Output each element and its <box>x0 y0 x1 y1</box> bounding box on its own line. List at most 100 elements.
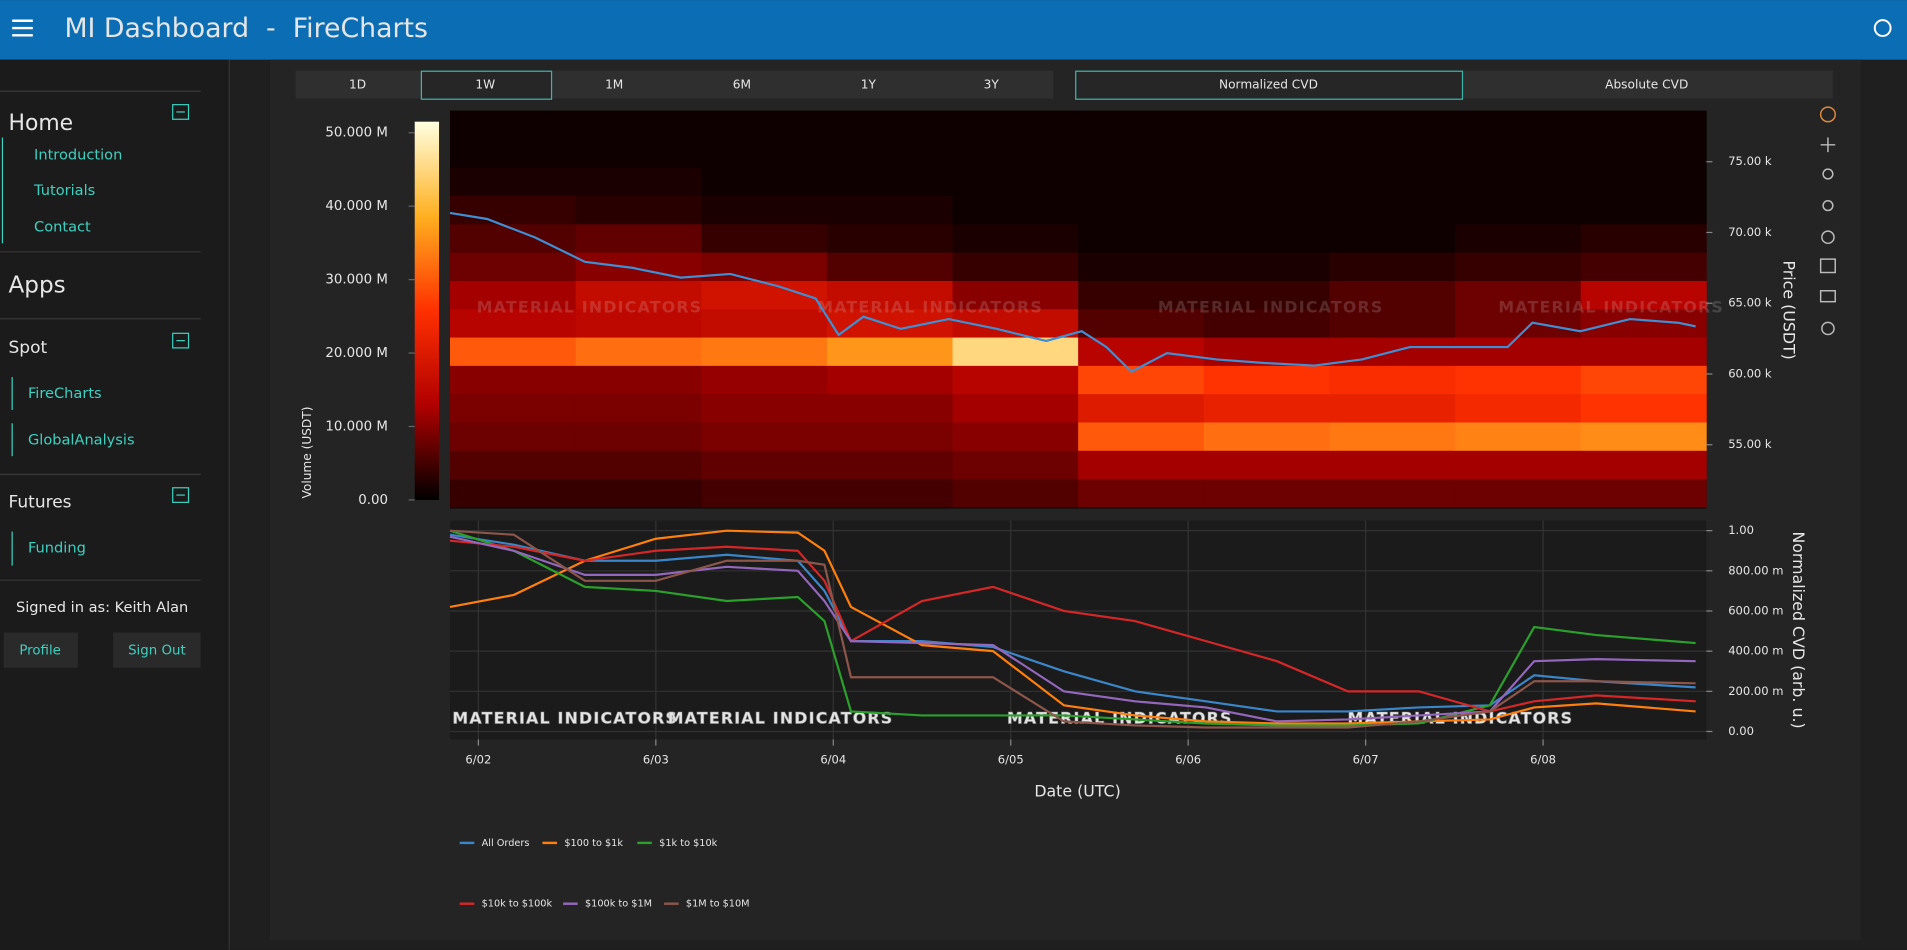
heatmap-cell <box>1580 195 1707 225</box>
timeframe-button[interactable]: 1Y <box>861 78 877 92</box>
heatmap-cell <box>1455 365 1582 395</box>
heatmap-cell <box>701 365 828 395</box>
heatmap-cell <box>1455 422 1582 451</box>
nav-link[interactable]: Tutorials <box>33 182 95 199</box>
logo-icon[interactable] <box>1819 106 1836 123</box>
heatmap-cell <box>1078 450 1205 480</box>
heatmap-cell <box>826 110 953 140</box>
heatmap-cell <box>1580 393 1707 423</box>
legend-label: $1M to $10M <box>686 899 750 910</box>
heatmap-cell <box>826 195 953 225</box>
heatmap-cell <box>952 139 1079 168</box>
status-icon[interactable] <box>1873 19 1892 37</box>
heatmap-cell <box>1078 393 1205 423</box>
heatmap-cell <box>952 110 1079 140</box>
heatmap-cell <box>1580 365 1707 395</box>
nav-link[interactable]: Contact <box>34 219 91 236</box>
cvd-line <box>449 529 1696 729</box>
timeframe-button[interactable]: 3Y <box>984 78 1000 92</box>
save-icon[interactable] <box>1819 258 1836 274</box>
nav-link[interactable]: Funding <box>28 540 86 557</box>
legend-item[interactable]: $100k to $1M <box>563 899 652 910</box>
heatmap-cell <box>449 450 576 480</box>
colorbar-tick-label: 50.000 M <box>325 126 388 141</box>
heatmap-cell <box>575 337 702 366</box>
heatmap-cell <box>1329 223 1456 253</box>
zoom-tool-icon[interactable] <box>1822 200 1834 212</box>
price-line <box>449 211 1696 373</box>
header-bar <box>0 0 1907 60</box>
mode-button[interactable]: Absolute CVD <box>1605 78 1688 92</box>
heatmap-cell <box>1455 223 1582 253</box>
heatmap-cell <box>449 280 576 310</box>
timeframe-button[interactable]: 1W <box>475 78 495 92</box>
collapse-button[interactable] <box>172 104 190 120</box>
heatmap-cell <box>1455 450 1582 480</box>
mode-bar <box>1463 70 1833 99</box>
heatmap-cell <box>1078 167 1205 197</box>
nav-link[interactable]: FireCharts <box>28 385 102 402</box>
heatmap-cell <box>826 422 953 451</box>
heatmap-cell <box>1455 393 1582 423</box>
reset-icon[interactable] <box>1821 230 1835 245</box>
legend-item[interactable]: $100 to $1k <box>542 838 623 849</box>
legend-item[interactable]: All Orders <box>459 838 530 849</box>
sidebar <box>0 59 229 950</box>
heatmap-cell <box>826 478 953 508</box>
nav-link[interactable]: GlobalAnalysis <box>28 431 135 448</box>
collapse-button[interactable] <box>172 332 190 349</box>
y-tick-label: 70.00 k <box>1728 225 1772 239</box>
heatmap-cell <box>826 223 953 253</box>
heatmap-cell <box>449 422 576 451</box>
legend-item[interactable]: $1k to $10k <box>637 838 718 849</box>
heatmap-cell <box>1329 167 1456 197</box>
heatmap-cell <box>1455 308 1582 338</box>
heatmap-cell <box>449 337 576 366</box>
timeframe-bar <box>295 70 1054 99</box>
button-label[interactable]: Profile <box>19 644 61 659</box>
heatmap-cell <box>1329 139 1456 168</box>
nav-link[interactable]: Introduction <box>34 147 122 164</box>
heatmap-cell <box>575 139 702 168</box>
heatmap-cell <box>1329 308 1456 338</box>
heatmap-cell <box>826 365 953 395</box>
heatmap-cell <box>701 422 828 451</box>
heatmap-cell <box>1580 110 1707 140</box>
watermark: MATERIAL INDICATORS <box>1498 297 1724 316</box>
timeframe-button[interactable]: 6M <box>733 78 751 92</box>
collapse-button[interactable] <box>172 487 190 503</box>
heatmap-cell <box>952 195 1079 225</box>
heatmap-cell <box>1203 167 1330 197</box>
heatmap-cell <box>701 450 828 480</box>
heatmap-cell <box>952 223 1079 253</box>
button-label[interactable]: Sign Out <box>128 644 186 659</box>
hover-icon[interactable] <box>1819 290 1836 303</box>
crosshair-icon[interactable] <box>1821 321 1835 336</box>
heatmap-cell <box>575 365 702 395</box>
watermark: MATERIAL INDICATORS <box>668 708 894 727</box>
heatmap-cell <box>1203 365 1330 395</box>
menu-button[interactable] <box>12 19 33 37</box>
heatmap-cell <box>1329 195 1456 225</box>
legend-label: $100 to $1k <box>564 838 623 849</box>
cvd-line <box>449 533 1696 713</box>
timeframe-button[interactable]: 1D <box>349 78 366 92</box>
legend-item[interactable]: $10k to $100k <box>459 899 553 910</box>
profile-button[interactable] <box>3 632 78 668</box>
heatmap-cell <box>952 280 1079 310</box>
watermark: MATERIAL INDICATORS <box>477 297 703 316</box>
heatmap-cell <box>1329 393 1456 423</box>
legend-item[interactable]: $1M to $10M <box>664 899 750 910</box>
heatmap-cell <box>701 223 828 253</box>
pan-icon[interactable] <box>1820 137 1836 153</box>
cvd-line <box>449 529 1696 725</box>
heatmap-cell <box>701 478 828 508</box>
mode-button[interactable]: Normalized CVD <box>1219 78 1318 92</box>
sign-out-button[interactable] <box>113 632 201 668</box>
timeframe-button[interactable]: 1M <box>605 78 623 92</box>
heatmap-cell <box>1329 478 1456 508</box>
zoom-icon[interactable] <box>1822 168 1834 180</box>
heatmap-cell <box>575 167 702 197</box>
heatmap-cell <box>1203 110 1330 140</box>
signed-in-text: Signed in as: Keith Alan <box>16 599 188 616</box>
